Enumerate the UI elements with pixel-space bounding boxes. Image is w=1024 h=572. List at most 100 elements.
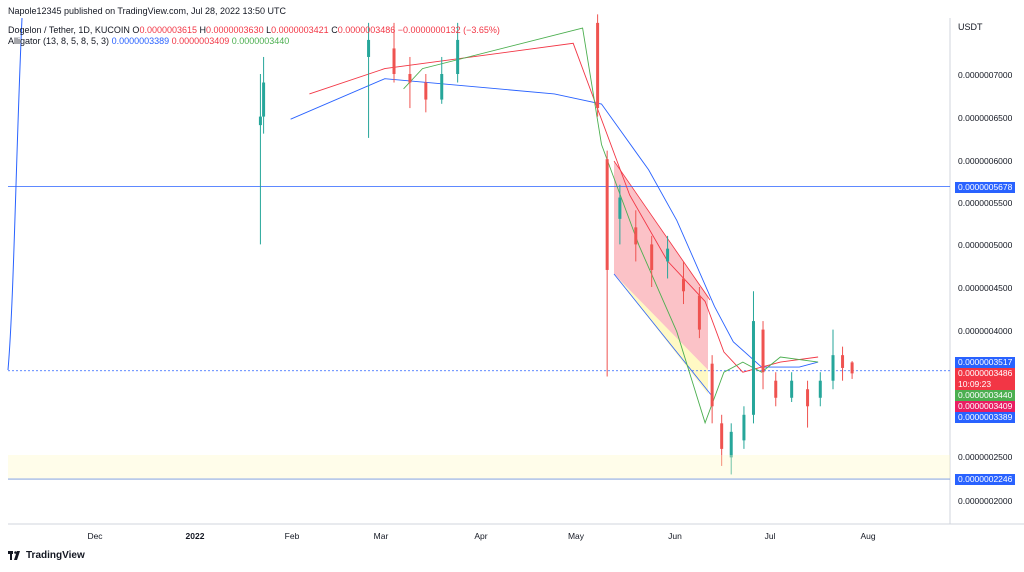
candle (806, 380, 810, 428)
change-value: −0.0000000132 (−3.65%) (397, 25, 500, 35)
time-label: May (567, 531, 585, 541)
time-label: Aug (860, 531, 876, 541)
left-curve (7, 17, 23, 371)
price-label: 0.0000002000 (958, 496, 1013, 506)
time-label: Apr (474, 531, 488, 541)
candle (681, 261, 685, 305)
candle (742, 406, 746, 449)
candle (729, 423, 733, 475)
close-value: 0.0000003486 (337, 25, 396, 35)
support-zone (8, 455, 950, 480)
time-label: Jun (668, 531, 682, 541)
candle (697, 287, 701, 339)
candle (841, 346, 845, 381)
falling-wedge-pattern (613, 160, 713, 397)
candle-body (666, 248, 670, 262)
close-label: C (331, 25, 338, 35)
candle (761, 321, 765, 390)
teeth-tag: 0.0000003409 (955, 401, 1015, 412)
published-info: Napole12345 published on TradingView.com… (8, 6, 287, 16)
time-label: Feb (284, 531, 300, 541)
candle (618, 184, 622, 245)
price-label: 0.0000004000 (958, 326, 1013, 336)
candle-body (818, 380, 822, 398)
candle-body (841, 355, 845, 368)
price-label: 0.0000004500 (958, 283, 1013, 293)
price-label: 0.0000002500 (958, 452, 1013, 462)
jaw-value: 0.0000003389 (111, 36, 170, 46)
candle-body (424, 82, 428, 100)
wedge-bottom-line (613, 273, 713, 397)
candle (367, 22, 371, 138)
wedge-top-line (613, 160, 711, 301)
time-label: Jul (764, 531, 776, 541)
horizontal-levels (8, 186, 950, 480)
open-label: O (132, 25, 140, 35)
last-price-tag: 0.0000003486 (955, 368, 1015, 379)
candle (818, 372, 822, 407)
open-value: 0.0000003615 (139, 25, 197, 35)
jaw-tag: 0.0000003389 (955, 412, 1015, 423)
candle-body (456, 39, 460, 74)
alligator-lines (290, 27, 819, 425)
candle (720, 414, 724, 466)
low-label: L (266, 25, 272, 35)
candle-body (790, 380, 794, 398)
lips-tag: 0.0000003440 (955, 390, 1015, 401)
time-label: 2022 (185, 531, 205, 541)
teeth-value: 0.0000003409 (171, 36, 230, 46)
candle-body (697, 295, 701, 330)
candle (262, 56, 266, 134)
price-label: 0.0000005000 (958, 240, 1013, 250)
brand-name: TradingView (26, 550, 85, 561)
candle (440, 56, 444, 104)
candle-body (262, 82, 266, 117)
candle (258, 74, 262, 245)
candle-body (751, 321, 755, 415)
candle-body (634, 227, 638, 245)
candle-body (774, 380, 778, 398)
symbol-name: Dogelon / Tether, 1D, KUCOIN (8, 25, 130, 35)
candle (650, 235, 654, 287)
tradingview-icon (8, 551, 20, 560)
candle-body (806, 389, 810, 407)
candle (790, 372, 794, 403)
high-label: H (199, 25, 207, 35)
candle-body (258, 116, 262, 126)
price-label: 0.0000005500 (958, 198, 1013, 208)
wedge-lower-fill (614, 274, 708, 394)
level-tag-lower: 0.0000002246 (955, 474, 1015, 485)
candle (456, 22, 460, 83)
candle-body (850, 362, 854, 374)
candle-body (681, 278, 685, 292)
high-value: 0.0000003630 (206, 25, 264, 35)
tradingview-logo[interactable]: TradingView (8, 550, 85, 561)
candle-body (596, 22, 600, 109)
symbol-legend: Dogelon / Tether, 1D, KUCOIN O0.00000036… (8, 25, 500, 35)
candle-body (440, 74, 444, 100)
candles (258, 14, 854, 475)
candle-body (392, 48, 396, 74)
candle-body (710, 363, 714, 407)
alligator-lips-line (403, 27, 819, 425)
low-value: 0.0000003421 (271, 25, 329, 35)
candle-body (742, 414, 746, 441)
candle-body (408, 74, 412, 83)
candle (596, 14, 600, 117)
alligator-jaw-line (290, 78, 819, 368)
indicator-name: Alligator (13, 8, 5, 8, 5, 3) (8, 36, 110, 46)
candle-body (831, 355, 835, 381)
currency-label: USDT (958, 22, 983, 32)
candle-body (618, 197, 622, 219)
candle (666, 235, 670, 279)
candle (831, 329, 835, 390)
price-label: 0.0000007000 (958, 70, 1013, 80)
indicator-legend: Alligator (13, 8, 5, 8, 5, 3) 0.00000033… (8, 36, 289, 46)
candle (605, 150, 609, 377)
countdown-tag: 10:09:23 (955, 379, 1015, 390)
candle-body (729, 431, 733, 458)
candle (774, 372, 778, 407)
time-label: Dec (87, 531, 103, 541)
